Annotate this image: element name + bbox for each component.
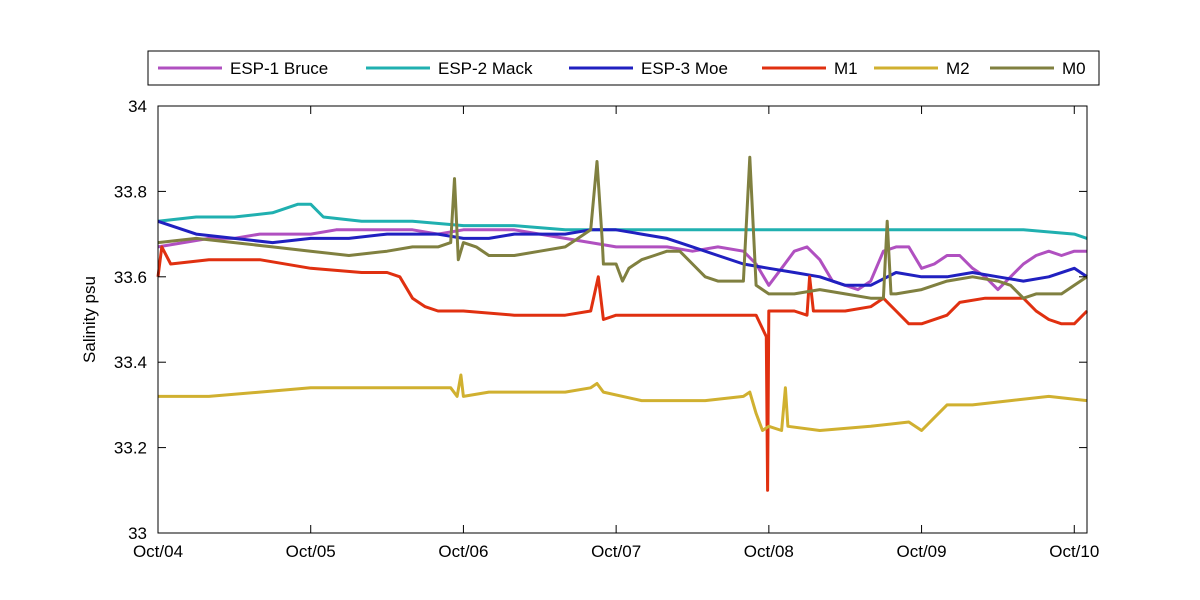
axis-ticks: Oct/04 Oct/05 Oct/06 Oct/07 Oct/08 Oct/09 Oct/… <box>114 97 1099 561</box>
y-tick-label: 33.8 <box>114 182 147 201</box>
series-line-esp-3-moe <box>157 219 1088 287</box>
y-tick-label: 33.4 <box>114 353 147 372</box>
series-line-m2 <box>158 373 1088 432</box>
y-tick-label: 33.2 <box>114 439 147 458</box>
x-tick-label: Oct/07 <box>591 542 641 561</box>
legend-label: ESP-1 Bruce <box>230 59 328 78</box>
legend: ESP-1 Bruce ESP-2 Mack ESP-3 Moe M1 M2 M0 <box>147 50 1100 86</box>
x-tick-label: Oct/05 <box>286 542 336 561</box>
x-tick-label: Oct/06 <box>438 542 488 561</box>
legend-label: M0 <box>1062 59 1086 78</box>
y-tick-label: 34 <box>128 97 147 116</box>
legend-label: ESP-3 Moe <box>641 59 728 78</box>
y-tick-label: 33 <box>128 524 147 543</box>
x-tick-label: Oct/04 <box>133 542 183 561</box>
series-line-esp-2-mack <box>157 202 1088 240</box>
plot-area-frame <box>157 105 1088 534</box>
series-line-m0 <box>157 155 1088 300</box>
series-line-m1 <box>156 245 1089 492</box>
y-axis-label: Salinity psu <box>80 276 99 363</box>
legend-label: M1 <box>834 59 858 78</box>
x-tick-label: Oct/10 <box>1049 542 1099 561</box>
legend-label: ESP-2 Mack <box>438 59 533 78</box>
x-tick-label: Oct/09 <box>897 542 947 561</box>
x-tick-label: Oct/08 <box>744 542 794 561</box>
legend-label: M2 <box>946 59 970 78</box>
series-layer <box>156 155 1089 492</box>
y-tick-label: 33.6 <box>114 268 147 287</box>
